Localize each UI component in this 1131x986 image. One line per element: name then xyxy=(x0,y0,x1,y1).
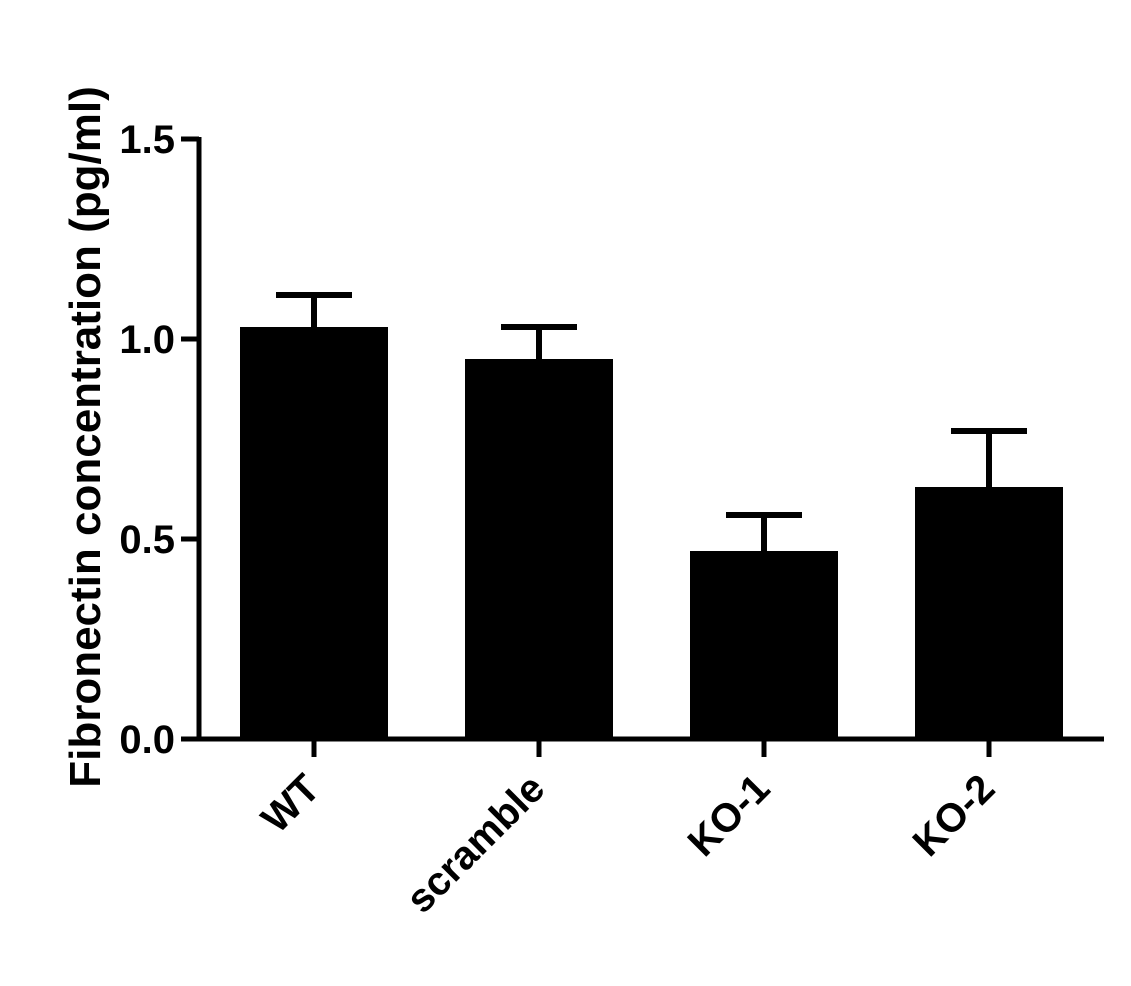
y-tick-label: 0.5 xyxy=(119,518,175,562)
bar-scramble xyxy=(465,359,613,739)
x-tick-label-wt: WT xyxy=(253,766,328,841)
y-tick-label: 0.0 xyxy=(119,718,175,762)
y-ticks-group: 0.0 0.5 1.0 1.5 xyxy=(119,118,199,762)
x-tick-label-ko-2: KO-2 xyxy=(905,766,1004,865)
x-tick-label-ko-1: KO-1 xyxy=(680,766,779,865)
x-ticks-group: WT scramble KO-1 KO-2 xyxy=(253,739,1003,922)
y-axis-title: Fibronectin concentration (pg/ml) xyxy=(61,86,110,788)
bar-ko-2 xyxy=(915,487,1063,739)
y-tick-label: 1.5 xyxy=(119,118,175,162)
bar-ko-1 xyxy=(690,551,838,739)
bars-group xyxy=(240,327,1063,739)
error-bars-group xyxy=(276,292,1027,551)
y-tick-label: 1.0 xyxy=(119,318,175,362)
x-tick-label-scramble: scramble xyxy=(398,766,553,921)
bar-wt xyxy=(240,327,388,739)
